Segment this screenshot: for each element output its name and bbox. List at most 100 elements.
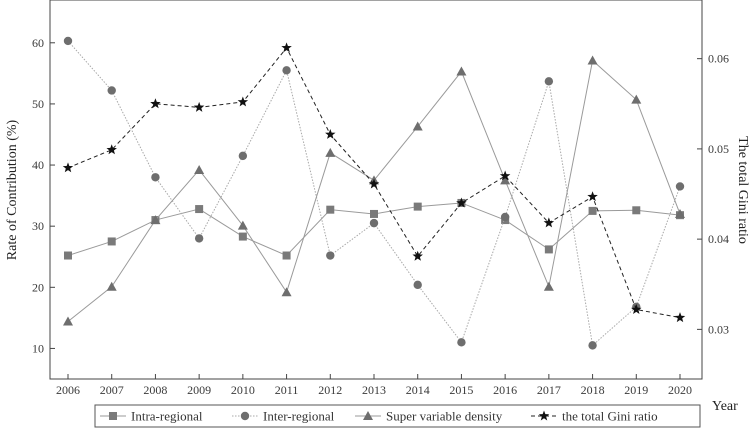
series-intra-regional — [64, 198, 684, 260]
data-point — [325, 147, 336, 157]
x-tick-label: 2016 — [493, 383, 517, 397]
data-point — [63, 316, 73, 326]
x-tick-label: 2008 — [143, 383, 167, 397]
legend-label: Inter-regional — [263, 409, 335, 424]
data-point — [282, 66, 291, 75]
data-point — [456, 66, 467, 76]
data-point — [325, 128, 336, 139]
x-tick-label: 2018 — [581, 383, 605, 397]
series-layer — [62, 36, 686, 350]
x-tick-label: 2011 — [275, 383, 299, 397]
data-point — [412, 250, 423, 261]
data-point — [238, 232, 247, 241]
data-point — [106, 281, 117, 291]
x-tick-label: 2009 — [187, 383, 211, 397]
y2-tick-label: 0.06 — [708, 52, 729, 66]
series-super-variable-density — [63, 55, 685, 326]
data-point — [588, 341, 597, 350]
data-point — [194, 234, 204, 243]
legend-box — [94, 404, 701, 428]
y2-tick-label: 0.05 — [708, 142, 729, 156]
data-point — [326, 205, 335, 214]
data-point — [151, 173, 160, 182]
y-tick-label: 50 — [32, 97, 44, 111]
data-point — [500, 175, 511, 185]
data-point — [587, 55, 598, 65]
data-point — [543, 281, 554, 291]
x-tick-label: 2015 — [449, 383, 473, 397]
data-point — [457, 338, 466, 347]
legend-label: Super variable density — [386, 409, 503, 424]
data-point — [631, 304, 642, 314]
series-line — [67, 40, 681, 347]
legend-item-super-variable-density: Super variable density — [355, 409, 503, 424]
x-tick-label: 2017 — [537, 383, 561, 397]
data-point — [107, 237, 116, 246]
x-tick-label: 2006 — [56, 383, 80, 397]
data-point — [456, 197, 467, 208]
y-tick-label: 60 — [32, 36, 44, 50]
legend-item-total-gini-ratio: the total Gini ratio — [531, 409, 658, 424]
y2-tick-label: 0.03 — [708, 322, 729, 336]
data-point — [237, 220, 248, 230]
series-inter-regional — [63, 36, 685, 350]
x-tick-label: 2010 — [231, 383, 255, 397]
legend-label: the total Gini ratio — [562, 409, 658, 424]
data-point — [195, 205, 204, 214]
plot-frame — [49, 0, 703, 380]
data-point — [500, 212, 510, 222]
x-tick-label: 2013 — [362, 383, 386, 397]
data-point — [194, 164, 205, 174]
legend-label: Intra-regional — [131, 409, 203, 424]
data-point — [150, 215, 161, 225]
legend-item-inter-regional: Inter-regional — [232, 409, 335, 424]
data-point — [150, 98, 161, 109]
x-axis-title: Year — [712, 399, 738, 414]
data-point — [631, 94, 642, 104]
data-point — [588, 206, 597, 215]
y-tick-label: 10 — [32, 341, 44, 355]
x-tick-label: 2019 — [624, 383, 648, 397]
data-point — [587, 191, 598, 202]
data-point — [632, 206, 641, 215]
data-point — [675, 208, 685, 218]
data-point — [369, 218, 379, 228]
x-tick-label: 2012 — [318, 383, 342, 397]
data-point — [281, 42, 292, 53]
x-tick-label: 2007 — [100, 383, 124, 397]
data-point — [64, 251, 72, 260]
data-point — [193, 101, 205, 112]
data-point — [413, 202, 422, 211]
data-point — [281, 287, 292, 297]
y-axis-title: Rate of Contribution (%) — [5, 119, 20, 260]
x-tick-label: 2020 — [668, 383, 692, 397]
data-point — [107, 86, 116, 95]
y2-tick-label: 0.04 — [708, 232, 729, 246]
series-line — [67, 59, 681, 322]
series-total-gini-ratio — [62, 42, 686, 323]
y-tick-label: 30 — [32, 219, 44, 233]
data-point — [237, 96, 249, 107]
legend-item-intra-regional: Intra-regional — [100, 409, 203, 424]
data-point — [326, 251, 335, 260]
legend-swatch-marker — [538, 410, 550, 421]
data-point — [499, 170, 511, 181]
data-point — [675, 182, 685, 191]
legend-swatch-marker — [240, 411, 250, 421]
y-tick-label: 20 — [32, 280, 44, 294]
data-point — [238, 151, 248, 161]
data-point — [543, 217, 555, 228]
data-point — [674, 312, 686, 323]
legend-swatch-marker — [109, 412, 117, 420]
data-point — [282, 251, 291, 260]
data-point — [413, 280, 422, 290]
data-point — [370, 209, 378, 218]
data-point — [62, 162, 74, 173]
data-point — [544, 245, 553, 254]
data-point — [63, 36, 73, 46]
y2-axis-title: The total Gini ratio — [735, 136, 750, 244]
data-point — [106, 144, 117, 155]
axes: 10 20 30 40 50 60 0.03 0.04 0.05 0.06 2006 2007 2008… — [32, 36, 729, 397]
data-point — [368, 178, 380, 189]
